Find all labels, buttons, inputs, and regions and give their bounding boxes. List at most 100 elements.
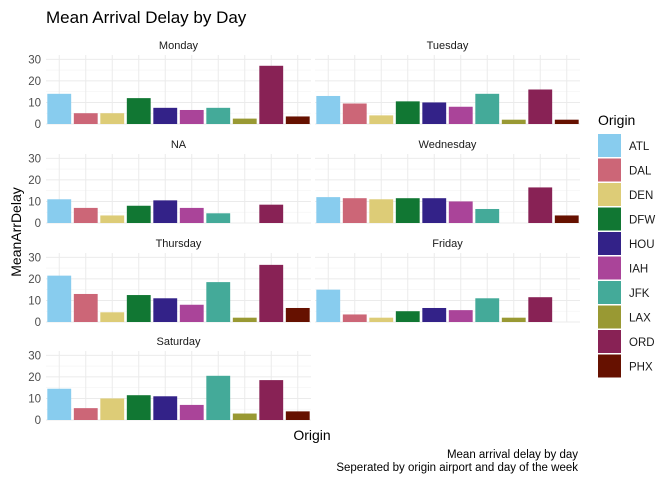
bar-atl xyxy=(316,197,341,223)
bar-jfk xyxy=(475,298,500,322)
legend-swatch-lax xyxy=(598,305,621,329)
bar-jfk xyxy=(206,375,231,420)
legend-swatch-iah xyxy=(598,256,621,280)
y-axis-title: MeanArrDelay xyxy=(8,187,24,276)
bar-phx xyxy=(285,116,310,124)
legend-swatch-atl xyxy=(598,134,621,157)
bar-iah xyxy=(448,310,473,322)
legend-label: HOU xyxy=(629,239,655,251)
y-tick-label: 30 xyxy=(28,252,41,264)
bar-phx xyxy=(285,411,310,420)
bar-den xyxy=(369,317,394,322)
y-tick-label: 30 xyxy=(28,153,41,165)
bar-jfk xyxy=(206,282,231,322)
bar-dal xyxy=(73,408,98,420)
facet-panel-tuesday: Tuesday xyxy=(315,40,580,125)
bar-lax xyxy=(232,118,257,124)
y-tick-label: 10 xyxy=(28,393,41,405)
facet-strip-label: Friday xyxy=(432,238,463,250)
facet-strip-label: Saturday xyxy=(156,336,201,348)
legend-label: ATL xyxy=(629,141,650,153)
caption-line-2: Seperated by origin airport and day of t… xyxy=(336,462,578,474)
bar-phx xyxy=(554,119,579,124)
bar-phx xyxy=(285,307,310,322)
bar-iah xyxy=(179,207,204,223)
bar-jfk xyxy=(475,208,500,223)
bar-dfw xyxy=(126,395,151,420)
bar-atl xyxy=(47,275,72,322)
bar-hou xyxy=(422,102,447,124)
facet-panels: Monday 0 10 20 30 Tuesday NA 0 10 20 30 Wednesday Th… xyxy=(28,40,580,427)
bar-dfw xyxy=(395,101,420,124)
bar-ord xyxy=(528,187,553,223)
bar-iah xyxy=(179,404,204,420)
bar-hou xyxy=(153,200,178,223)
bar-ord xyxy=(528,89,553,124)
bar-den xyxy=(100,113,125,124)
bar-den xyxy=(369,199,394,223)
facet-panel-monday: Monday 0 10 20 30 xyxy=(28,40,311,131)
bar-dal xyxy=(73,113,98,124)
bar-dal xyxy=(342,198,367,223)
bar-iah xyxy=(448,201,473,223)
legend-swatch-dfw xyxy=(598,207,621,231)
legend-label: PHX xyxy=(629,362,653,374)
bar-hou xyxy=(153,298,178,322)
bar-lax xyxy=(501,119,526,124)
y-tick-label: 0 xyxy=(35,218,41,230)
y-tick-label: 0 xyxy=(35,415,41,427)
y-tick-label: 0 xyxy=(35,317,41,329)
y-tick-label: 30 xyxy=(28,54,41,66)
bar-jfk xyxy=(475,93,500,124)
legend-label: DAL xyxy=(629,166,652,178)
bar-hou xyxy=(422,307,447,322)
legend-label: DFW xyxy=(629,215,655,227)
bar-atl xyxy=(47,93,72,124)
bar-lax xyxy=(232,317,257,322)
bar-hou xyxy=(153,396,178,420)
bar-atl xyxy=(316,289,341,322)
bar-ord xyxy=(259,380,284,420)
facet-strip-label: Thursday xyxy=(156,238,202,250)
y-tick-label: 10 xyxy=(28,196,41,208)
bar-den xyxy=(100,215,125,223)
legend-swatch-jfk xyxy=(598,281,621,304)
legend: Origin ATL DAL DEN DFW HOU IAH JFK LAX ORD PHX xyxy=(598,112,655,378)
bar-ord xyxy=(259,264,284,322)
bar-den xyxy=(100,398,125,420)
facet-strip-label: Tuesday xyxy=(427,40,469,52)
y-tick-label: 20 xyxy=(28,175,41,187)
bar-dfw xyxy=(126,205,151,223)
x-axis-title: Origin xyxy=(293,427,330,443)
bar-jfk xyxy=(206,107,231,124)
y-tick-label: 20 xyxy=(28,76,41,88)
facet-strip-label: Wednesday xyxy=(419,139,477,151)
bar-hou xyxy=(422,198,447,223)
y-tick-label: 20 xyxy=(28,372,41,384)
bar-iah xyxy=(448,106,473,124)
bar-jfk xyxy=(206,213,231,223)
y-tick-label: 10 xyxy=(28,97,41,109)
y-tick-label: 10 xyxy=(28,295,41,307)
bar-ord xyxy=(528,297,553,322)
facet-panel-thursday: Thursday 0 10 20 30 xyxy=(28,238,311,329)
bar-atl xyxy=(47,199,72,223)
legend-label: DEN xyxy=(629,190,653,202)
bar-den xyxy=(100,312,125,322)
bar-hou xyxy=(153,107,178,124)
y-tick-label: 30 xyxy=(28,350,41,362)
bar-dal xyxy=(73,207,98,223)
bar-dal xyxy=(342,314,367,322)
legend-swatch-den xyxy=(598,183,621,206)
bar-dfw xyxy=(395,198,420,223)
legend-label: LAX xyxy=(629,313,651,325)
facet-panel-friday: Friday xyxy=(315,238,580,323)
legend-swatch-ord xyxy=(598,330,621,353)
legend-label: JFK xyxy=(629,288,650,300)
bar-dfw xyxy=(126,98,151,124)
bar-dfw xyxy=(126,295,151,322)
facet-panel-wednesday: Wednesday xyxy=(315,139,580,224)
facet-panel-na: NA 0 10 20 30 xyxy=(28,139,311,230)
bar-den xyxy=(369,115,394,124)
legend-swatch-dal xyxy=(598,158,621,182)
